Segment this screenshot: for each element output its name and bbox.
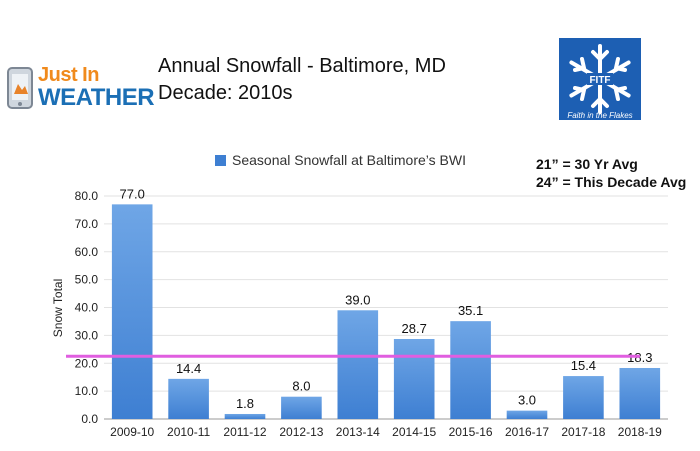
just-in-weather-logo: Just In WEATHER <box>6 62 155 114</box>
logo-text-weather: WEATHER <box>38 84 155 111</box>
x-tick-label: 2016-17 <box>505 425 549 439</box>
bar-2013-14 <box>337 310 379 419</box>
value-label: 15.4 <box>571 358 596 373</box>
value-label: 77.0 <box>120 186 145 201</box>
faith-in-the-flakes-logo: FITF Faith in the Flakes <box>559 38 641 120</box>
x-tick-label: 2009-10 <box>110 425 154 439</box>
y-tick-label: 60.0 <box>75 245 99 259</box>
chart-value-labels: 77.014.41.88.039.028.735.13.015.418.3 <box>120 186 653 411</box>
page-subtitle: Decade: 2010s <box>158 82 293 104</box>
value-label: 14.4 <box>176 361 201 376</box>
bar-2009-10 <box>111 204 153 419</box>
bar-2010-11 <box>168 378 209 419</box>
bar-2012-13 <box>281 396 322 419</box>
badge-mark: FITF <box>589 75 610 86</box>
chart-bars <box>111 204 661 419</box>
y-axis-label: Snow Total <box>51 279 65 337</box>
y-tick-label: 50.0 <box>75 273 99 287</box>
bar-2014-15 <box>393 338 435 419</box>
bar-2017-18 <box>563 376 604 419</box>
y-tick-label: 70.0 <box>75 217 99 231</box>
x-tick-label: 2017-18 <box>561 425 605 439</box>
y-tick-label: 30.0 <box>75 328 99 342</box>
x-tick-label: 2011-12 <box>223 425 266 439</box>
chart-y-axis-ticks: 0.0 10.0 20.0 30.0 40.0 50.0 60.0 70.0 80.0 <box>75 189 99 426</box>
note-30yr-average: 21” = 30 Yr Avg <box>536 156 638 172</box>
note-decade-average: 24” = This Decade Avg <box>536 174 687 190</box>
value-label: 39.0 <box>345 292 370 307</box>
value-label: 1.8 <box>236 396 254 411</box>
value-label: 35.1 <box>458 303 483 318</box>
bar-2018-19 <box>619 367 661 419</box>
x-tick-label: 2018-19 <box>618 425 662 439</box>
x-tick-label: 2013-14 <box>336 425 380 439</box>
y-tick-label: 20.0 <box>75 356 99 370</box>
page-title: Annual Snowfall - Baltimore, MD <box>158 55 446 77</box>
logo-text-just-in: Just In <box>38 64 99 86</box>
value-label: 28.7 <box>402 321 427 336</box>
legend-swatch <box>215 155 226 166</box>
chart-x-axis-ticks: 2009-10 2010-11 2011-12 2012-13 2013-14 2014-… <box>110 425 662 439</box>
x-tick-label: 2010-11 <box>167 425 210 439</box>
x-tick-label: 2015-16 <box>449 425 493 439</box>
y-tick-label: 80.0 <box>75 189 99 203</box>
value-label: 3.0 <box>518 393 536 408</box>
phone-icon <box>7 67 33 109</box>
bar-2016-17 <box>506 410 548 419</box>
legend-label: Seasonal Snowfall at Baltimore’s BWI <box>232 152 466 168</box>
y-tick-label: 10.0 <box>75 384 99 398</box>
y-tick-label: 40.0 <box>75 301 99 315</box>
x-tick-label: 2014-15 <box>392 425 436 439</box>
x-tick-label: 2012-13 <box>279 425 323 439</box>
y-tick-label: 0.0 <box>81 412 98 426</box>
badge-text: Faith in the Flakes <box>567 111 632 120</box>
bar-2011-12 <box>224 413 266 419</box>
snowflake-icon: FITF Faith in the Flakes <box>567 44 633 120</box>
bar-2015-16 <box>450 321 491 419</box>
value-label: 8.0 <box>292 379 310 394</box>
